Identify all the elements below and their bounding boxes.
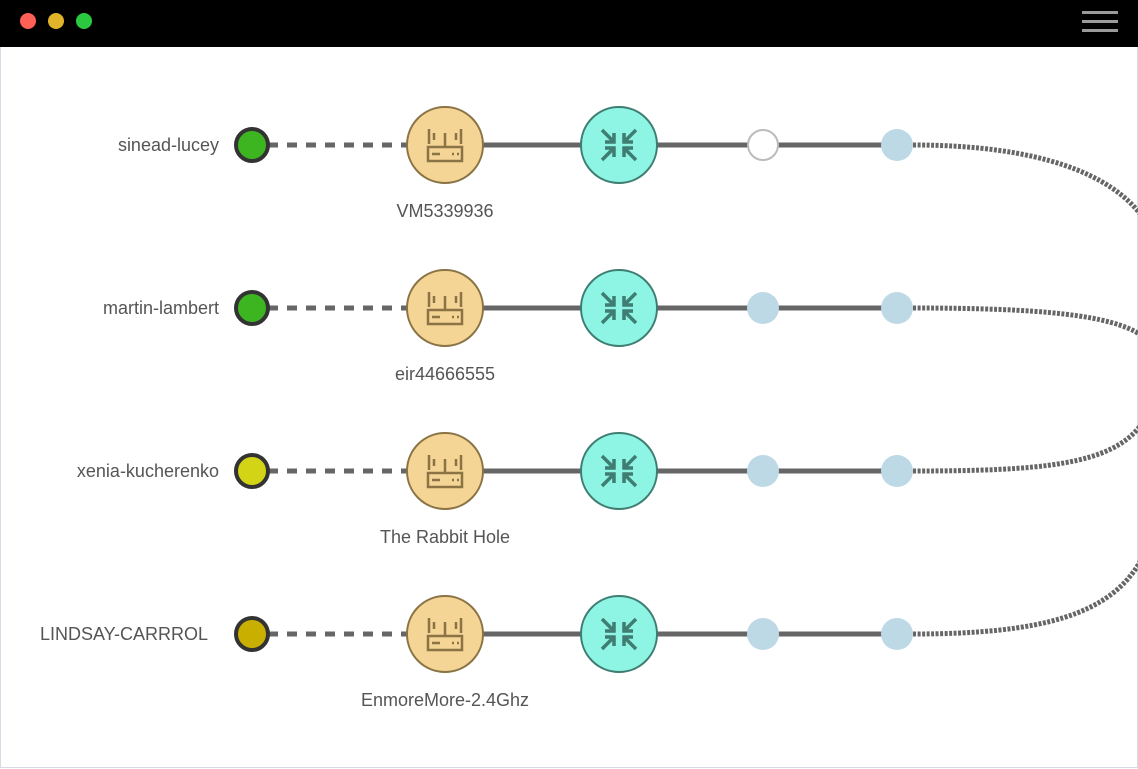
hop-node[interactable] [881,129,913,161]
hamburger-icon[interactable] [1082,11,1118,37]
router-node[interactable] [406,432,484,510]
client-name[interactable]: LINDSAY-CARRROL [40,624,208,644]
router-node[interactable] [406,595,484,673]
minimize-window-button[interactable] [48,13,64,29]
hop-node[interactable] [881,455,913,487]
client-status-dot[interactable] [234,616,270,652]
hop-node-empty[interactable] [747,129,779,161]
arrow [600,635,616,651]
hop-node[interactable] [747,455,779,487]
client-status-dot[interactable] [234,453,270,489]
hop-node[interactable] [747,292,779,324]
router-icon [426,618,464,652]
switch-circle[interactable] [580,432,658,510]
uplink-curve [912,560,1138,637]
arrow [600,617,616,633]
uplink-curve [912,424,1138,474]
router-icon [426,129,464,163]
arrows-compress-icon [600,291,638,325]
arrow [600,291,616,307]
router-label[interactable]: eir44666555 [395,364,495,384]
client-status-dot[interactable] [234,290,270,326]
hop-node[interactable] [747,618,779,650]
switch-node[interactable] [580,595,658,673]
arrow [600,146,616,162]
arrows-compress-icon [600,617,638,651]
hop-node[interactable] [881,292,913,324]
switch-node[interactable] [580,269,658,347]
arrow [622,146,638,162]
arrow [600,472,616,488]
switch-circle[interactable] [580,595,658,673]
window-titlebar [0,0,1138,47]
router-label[interactable]: The Rabbit Hole [380,527,510,547]
topology-row: sinead-lucey VM5339936 [118,106,1138,221]
close-window-button[interactable] [20,13,36,29]
topology-row: LINDSAY-CARRROL EnmoreMore-2.4Ghz [40,560,1138,710]
router-icon [426,455,464,489]
topology-row: xenia-kucherenko The Rabbit Hole [77,424,1138,547]
router-node[interactable] [406,269,484,347]
uplink-curve [912,142,1138,216]
arrow [622,635,638,651]
arrow [600,309,616,325]
router-label[interactable]: VM5339936 [396,201,493,221]
arrows-compress-icon [600,128,638,162]
router-label[interactable]: EnmoreMore-2.4Ghz [361,690,529,710]
arrow [622,128,638,144]
topology-graph: sinead-lucey VM5339936 martin-lambert eir44… [40,106,1138,710]
arrow [622,454,638,470]
arrow [622,309,638,325]
hop-node[interactable] [881,618,913,650]
switch-node[interactable] [580,432,658,510]
client-name[interactable]: xenia-kucherenko [77,461,219,481]
client-name[interactable]: sinead-lucey [118,135,219,155]
arrow [600,128,616,144]
client-name[interactable]: martin-lambert [103,298,219,318]
network-topology-canvas: sinead-lucey VM5339936 martin-lambert eir44… [0,47,1138,768]
uplink-curve [912,305,1138,337]
arrow [622,291,638,307]
switch-node[interactable] [580,106,658,184]
arrow [600,454,616,470]
switch-circle[interactable] [580,106,658,184]
arrow [622,617,638,633]
arrows-compress-icon [600,454,638,488]
router-icon [426,292,464,326]
client-status-dot[interactable] [234,127,270,163]
router-node[interactable] [406,106,484,184]
maximize-window-button[interactable] [76,13,92,29]
switch-circle[interactable] [580,269,658,347]
topology-row: martin-lambert eir44666555 [103,269,1138,384]
arrow [622,472,638,488]
